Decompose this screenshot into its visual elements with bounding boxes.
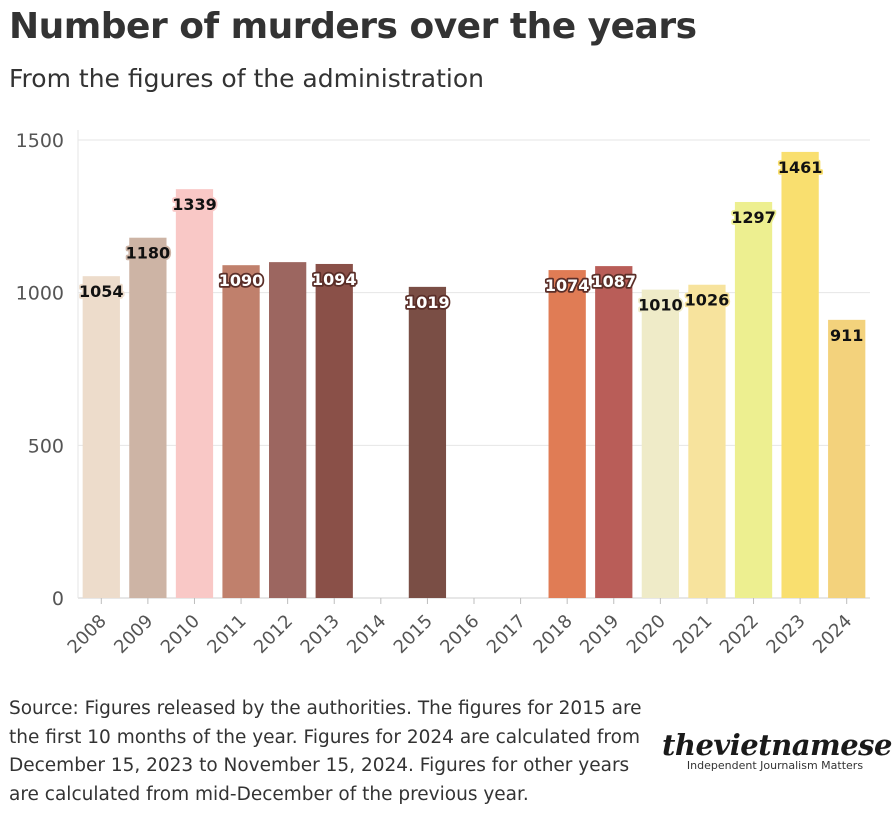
x-tick-2023: 2023: [762, 611, 809, 658]
y-tick-500: 500: [28, 435, 64, 457]
data-label-2020: 1010: [638, 296, 683, 315]
x-tick-2008: 2008: [64, 611, 111, 658]
bar-2012: [269, 262, 307, 598]
bars: [82, 151, 866, 598]
bar-2015: [408, 286, 447, 598]
data-label-2023: 1461: [778, 158, 823, 177]
x-tick-2020: 2020: [623, 611, 670, 658]
data-label-2021: 1026: [685, 291, 730, 310]
x-tick-2019: 2019: [576, 611, 623, 658]
x-tick-2018: 2018: [529, 611, 576, 658]
x-tick-2009: 2009: [110, 611, 157, 658]
bar-2018: [548, 270, 586, 598]
bar-2008: [82, 276, 120, 598]
brand-logo: thevietnamese Independent Journalism Mat…: [662, 728, 892, 772]
y-axis-ticks: 0 500 1000 1500: [16, 130, 64, 610]
x-tick-2013: 2013: [297, 611, 344, 658]
source-note: Source: Figures released by the authorit…: [9, 698, 642, 805]
data-label-2019: 1087: [591, 272, 636, 291]
data-label-2015: 1019: [405, 293, 450, 312]
bar-2021: [688, 284, 726, 598]
chart-subtitle: From the figures of the administration: [9, 64, 485, 93]
y-tick-1000: 1000: [16, 283, 64, 305]
bar-2010: [175, 189, 214, 598]
y-tick-1500: 1500: [16, 130, 64, 152]
data-label-2013: 1094: [312, 270, 357, 289]
bar-2009: [129, 237, 167, 598]
x-tick-2017: 2017: [483, 611, 530, 658]
bar-2011: [222, 265, 260, 598]
chart-title: Number of murders over the years: [9, 6, 697, 47]
data-label-2010: 1339: [172, 195, 217, 214]
x-axis-ticks: 2008 2009 2010 2011 2012 2013 2014 2015 2016 2017…: [64, 598, 856, 658]
bar-2023: [781, 151, 819, 598]
x-tick-2010: 2010: [157, 611, 204, 658]
bar-2019: [595, 266, 633, 598]
bar-2022: [734, 201, 773, 598]
x-tick-2014: 2014: [343, 611, 390, 658]
brand-name: thevietnamese: [662, 728, 892, 762]
data-label-2018: 1074: [545, 276, 590, 295]
bar-2013: [315, 263, 353, 598]
brand-tagline: Independent Journalism Matters: [686, 759, 864, 772]
x-tick-2016: 2016: [436, 611, 483, 658]
y-tick-0: 0: [52, 588, 64, 610]
bar-2020: [641, 289, 679, 598]
x-tick-2024: 2024: [809, 611, 856, 658]
x-tick-2022: 2022: [716, 611, 763, 658]
x-tick-2021: 2021: [669, 611, 716, 658]
data-label-2024: 911: [830, 326, 863, 345]
data-label-2011: 1090: [219, 271, 264, 290]
x-tick-2011: 2011: [203, 611, 250, 658]
x-tick-2015: 2015: [390, 611, 437, 658]
bar-2024: [828, 319, 866, 598]
data-label-2022: 1297: [731, 208, 776, 227]
x-tick-2012: 2012: [250, 611, 297, 658]
data-label-2009: 1180: [126, 244, 171, 263]
data-label-2008: 1054: [79, 282, 124, 301]
